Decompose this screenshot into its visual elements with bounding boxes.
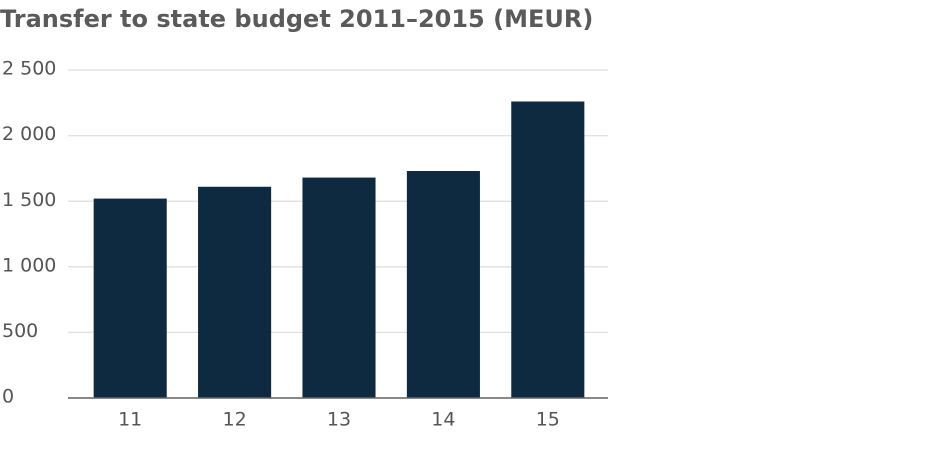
y-tick-label: 2 000 — [2, 123, 56, 145]
bar — [198, 186, 272, 398]
y-tick-label: 1 500 — [2, 189, 56, 211]
y-tick-label: 2 500 — [2, 58, 56, 80]
bar — [406, 171, 480, 398]
x-tick-label: 12 — [223, 409, 247, 431]
y-tick-label: 500 — [2, 320, 38, 342]
chart-title: Transfer to state budget 2011–2015 (MEUR… — [0, 5, 593, 33]
y-tick-label: 1 000 — [2, 254, 56, 276]
bar — [93, 198, 167, 398]
x-tick-label: 11 — [118, 409, 142, 431]
x-tick-label: 14 — [431, 409, 455, 431]
x-tick-label: 13 — [327, 409, 351, 431]
y-tick-label: 0 — [2, 386, 14, 408]
x-tick-label: 15 — [536, 409, 560, 431]
bar — [302, 177, 376, 398]
bar — [511, 101, 585, 398]
